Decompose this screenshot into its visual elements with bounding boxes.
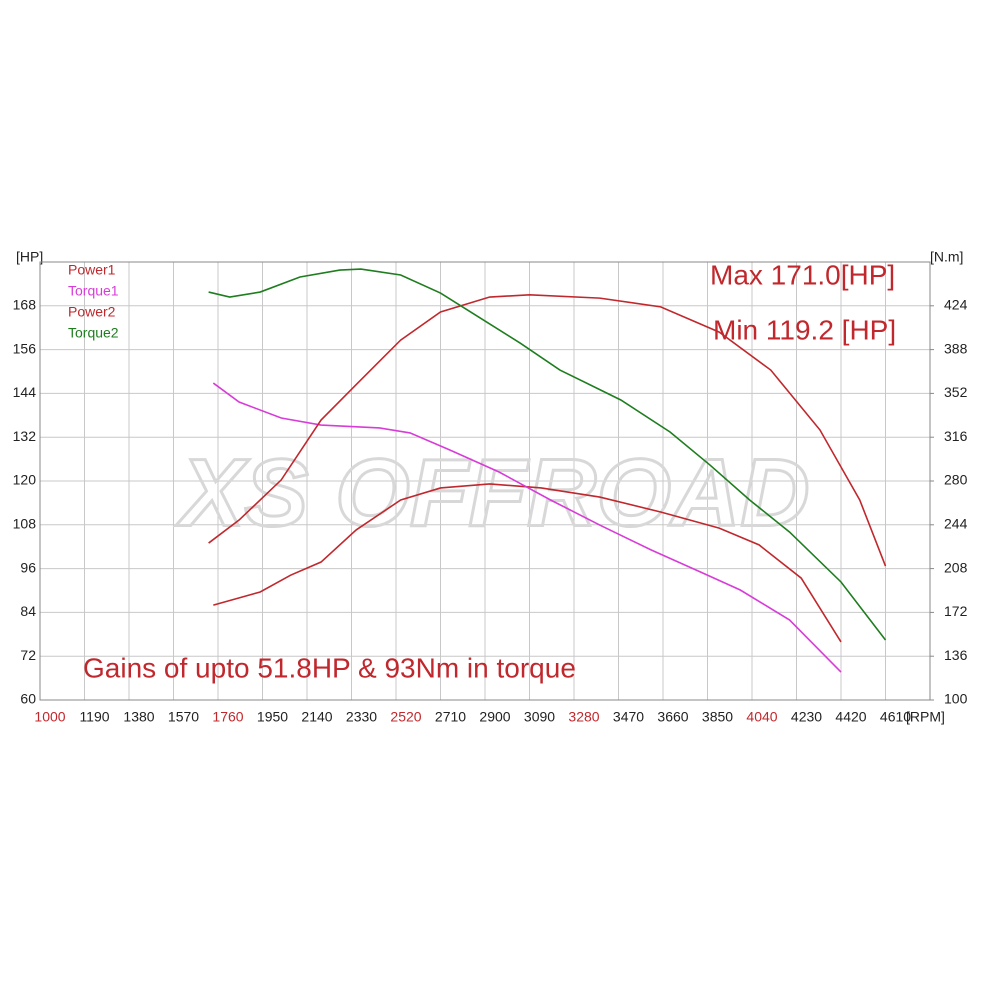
legend-entry: Torque2 xyxy=(68,325,119,341)
y-tick-label: 96 xyxy=(20,559,36,575)
y2-axis-label: [N.m] xyxy=(930,249,963,265)
x-tick-label: 1570 xyxy=(168,709,199,725)
annotation: Min 119.2 [HP] xyxy=(713,314,896,345)
legend-entry: Torque1 xyxy=(68,283,119,299)
x-tick-label: 3850 xyxy=(702,709,733,725)
y2-tick-label: 280 xyxy=(944,472,968,488)
y2-tick-label: 424 xyxy=(944,297,968,313)
y2-tick-label: 136 xyxy=(944,647,968,663)
annotation: Gains of upto 51.8HP & 93Nm in torque xyxy=(83,652,576,683)
x-tick-label: 3280 xyxy=(568,709,599,725)
y-tick-label: 72 xyxy=(20,647,36,663)
y2-tick-label: 172 xyxy=(944,603,968,619)
y-tick-label: 60 xyxy=(20,691,36,707)
annotation: Max 171.0[HP] xyxy=(710,259,895,290)
x-tick-label: 4230 xyxy=(791,709,822,725)
y2-tick-label: 388 xyxy=(944,340,968,356)
x-tick-label: 4420 xyxy=(835,709,866,725)
y-axis-label: [HP] xyxy=(16,249,43,265)
x-axis-label: [RPM] xyxy=(906,709,945,725)
y2-tick-label: 316 xyxy=(944,428,968,444)
y-tick-label: 144 xyxy=(13,384,37,400)
x-tick-label: 2710 xyxy=(435,709,466,725)
x-tick-label: 2520 xyxy=(390,709,421,725)
plot-frame xyxy=(39,261,931,701)
x-tick-label: 3090 xyxy=(524,709,555,725)
y-tick-label: 156 xyxy=(13,340,37,356)
series-line xyxy=(208,268,887,641)
x-tick-label: 4040 xyxy=(746,709,777,725)
y-tick-label: 120 xyxy=(13,472,37,488)
series-line xyxy=(213,483,842,643)
y-tick-label: 84 xyxy=(20,603,36,619)
x-tick-label: 2140 xyxy=(301,709,332,725)
legend-entry: Power2 xyxy=(68,304,116,320)
x-tick-label: 2330 xyxy=(346,709,377,725)
watermark: XS OFFROAD xyxy=(175,439,809,546)
y-tick-label: 108 xyxy=(13,516,37,532)
y2-tick-label: 208 xyxy=(944,559,968,575)
x-tick-label: 1950 xyxy=(257,709,288,725)
x-tick-label: 1760 xyxy=(212,709,243,725)
series-line xyxy=(208,294,887,567)
x-tick-label: 2900 xyxy=(479,709,510,725)
x-tick-label: 1380 xyxy=(123,709,154,725)
y2-tick-label: 244 xyxy=(944,516,968,532)
x-tick-label: 4610 xyxy=(880,709,911,725)
y2-tick-label: 352 xyxy=(944,384,968,400)
y-tick-label: 132 xyxy=(13,428,37,444)
y2-tick-label: 100 xyxy=(944,691,968,707)
x-tick-label: 1000 xyxy=(34,709,65,725)
x-tick-label: 3660 xyxy=(657,709,688,725)
y-tick-label: 168 xyxy=(13,297,37,313)
legend-entry: Power1 xyxy=(68,262,116,278)
x-tick-label: 1190 xyxy=(79,709,109,725)
series-line xyxy=(212,382,842,673)
x-tick-label: 3470 xyxy=(613,709,644,725)
